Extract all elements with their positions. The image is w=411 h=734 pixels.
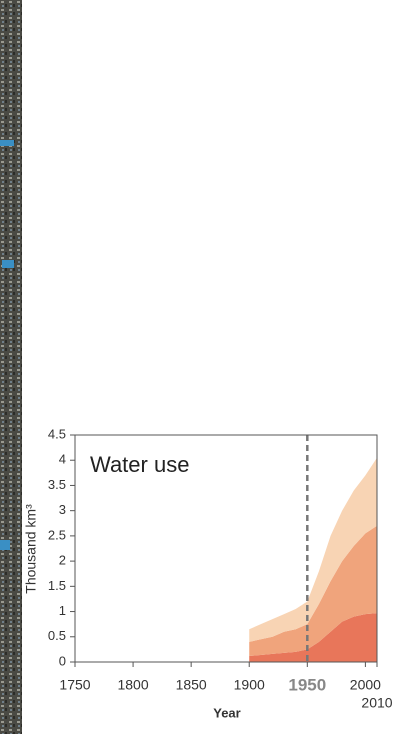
y-tick-label: 2.5 — [48, 527, 66, 542]
y-tick-label: 3.5 — [48, 477, 66, 492]
y-tick-label: 4.5 — [48, 426, 66, 441]
y-tick-label: 3 — [59, 502, 66, 517]
x-tick-label: 1750 — [59, 677, 90, 693]
y-tick-label: 2 — [59, 553, 66, 568]
y-axis-label: Thousand km³ — [23, 504, 39, 594]
screen: Water use Thousand km³ Year 0 0.5 1 1.5 2 2.5… — [0, 0, 411, 734]
chart-title: Water use — [90, 452, 189, 477]
y-tick-label: 0.5 — [48, 628, 66, 643]
x-axis-label: Year — [213, 705, 240, 720]
x-tick-label: 1850 — [176, 677, 207, 693]
photo-strip — [0, 0, 22, 734]
x-tick-label: 1800 — [117, 677, 148, 693]
photo-detail — [2, 260, 14, 268]
photo-detail — [0, 540, 10, 550]
y-tick-label: 1.5 — [48, 578, 66, 593]
x-tick-label: 1900 — [234, 677, 265, 693]
x-tick-label: 2010 — [361, 695, 392, 711]
y-tick-label: 0 — [59, 653, 66, 668]
x-tick-label: 2000 — [350, 677, 381, 693]
photo-detail — [0, 140, 14, 146]
x-tick-label: 1950 — [288, 675, 326, 694]
y-tick-label: 4 — [59, 452, 66, 467]
y-tick-label: 1 — [59, 603, 66, 618]
